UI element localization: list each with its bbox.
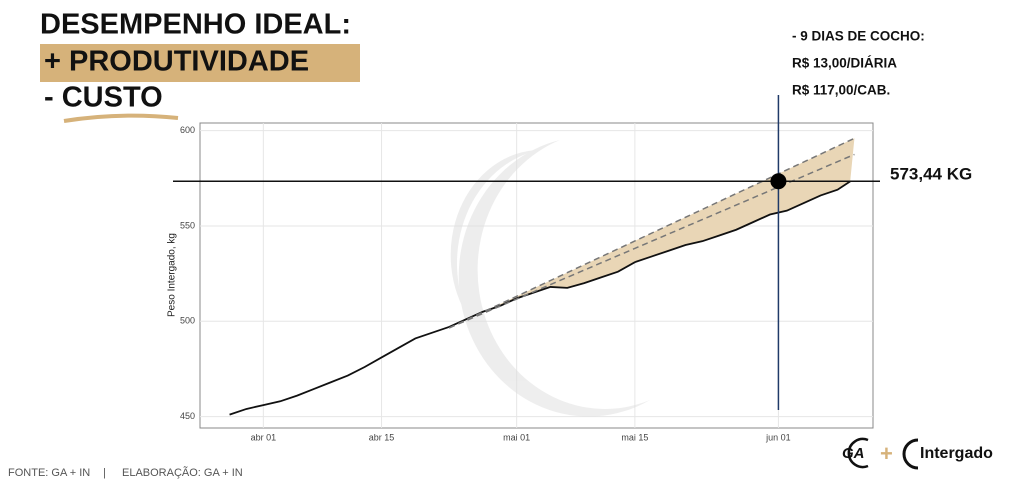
x-tick-label: mai 01 <box>503 432 530 442</box>
x-tick-label: abr 01 <box>251 432 277 442</box>
logo-intergado: Intergado <box>920 445 993 462</box>
target-point <box>770 173 787 190</box>
logo-mark <box>902 438 919 470</box>
note: R$ 117,00/CAB. <box>792 83 890 98</box>
highlight <box>40 44 360 82</box>
footer-credit: ELABORAÇÃO: GA + IN <box>122 466 243 479</box>
series-line <box>229 180 851 416</box>
underline <box>63 113 179 123</box>
y-tick-label: 600 <box>180 125 195 135</box>
y-tick-label: 550 <box>180 220 195 230</box>
title-line: DESEMPENHO IDEAL: <box>40 9 351 41</box>
footer-source: FONTE: GA + IN <box>8 467 90 479</box>
plot-area <box>199 122 874 429</box>
logo-ga: GA <box>842 445 865 462</box>
x-tick-label: mai 15 <box>621 432 648 442</box>
title-line: - CUSTO <box>44 82 163 114</box>
x-tick-label: abr 15 <box>369 432 395 442</box>
y-axis-label: Peso Intergado, kg <box>167 233 178 317</box>
watermark <box>450 140 650 417</box>
note: R$ 13,00/DIÁRIA <box>792 56 897 71</box>
footer-sep: | <box>103 467 106 479</box>
logo-mark <box>847 437 869 469</box>
series-line <box>448 137 855 329</box>
series-line <box>448 153 855 329</box>
y-tick-label: 450 <box>180 411 195 421</box>
x-tick-label: jun 01 <box>765 432 791 442</box>
value-label: 573,44 KG <box>890 165 972 184</box>
logo-plus: + <box>880 441 893 466</box>
note: - 9 DIAS DE COCHO: <box>792 29 925 44</box>
y-tick-label: 500 <box>180 316 195 326</box>
title-line: + PRODUTIVIDADE <box>44 46 309 78</box>
